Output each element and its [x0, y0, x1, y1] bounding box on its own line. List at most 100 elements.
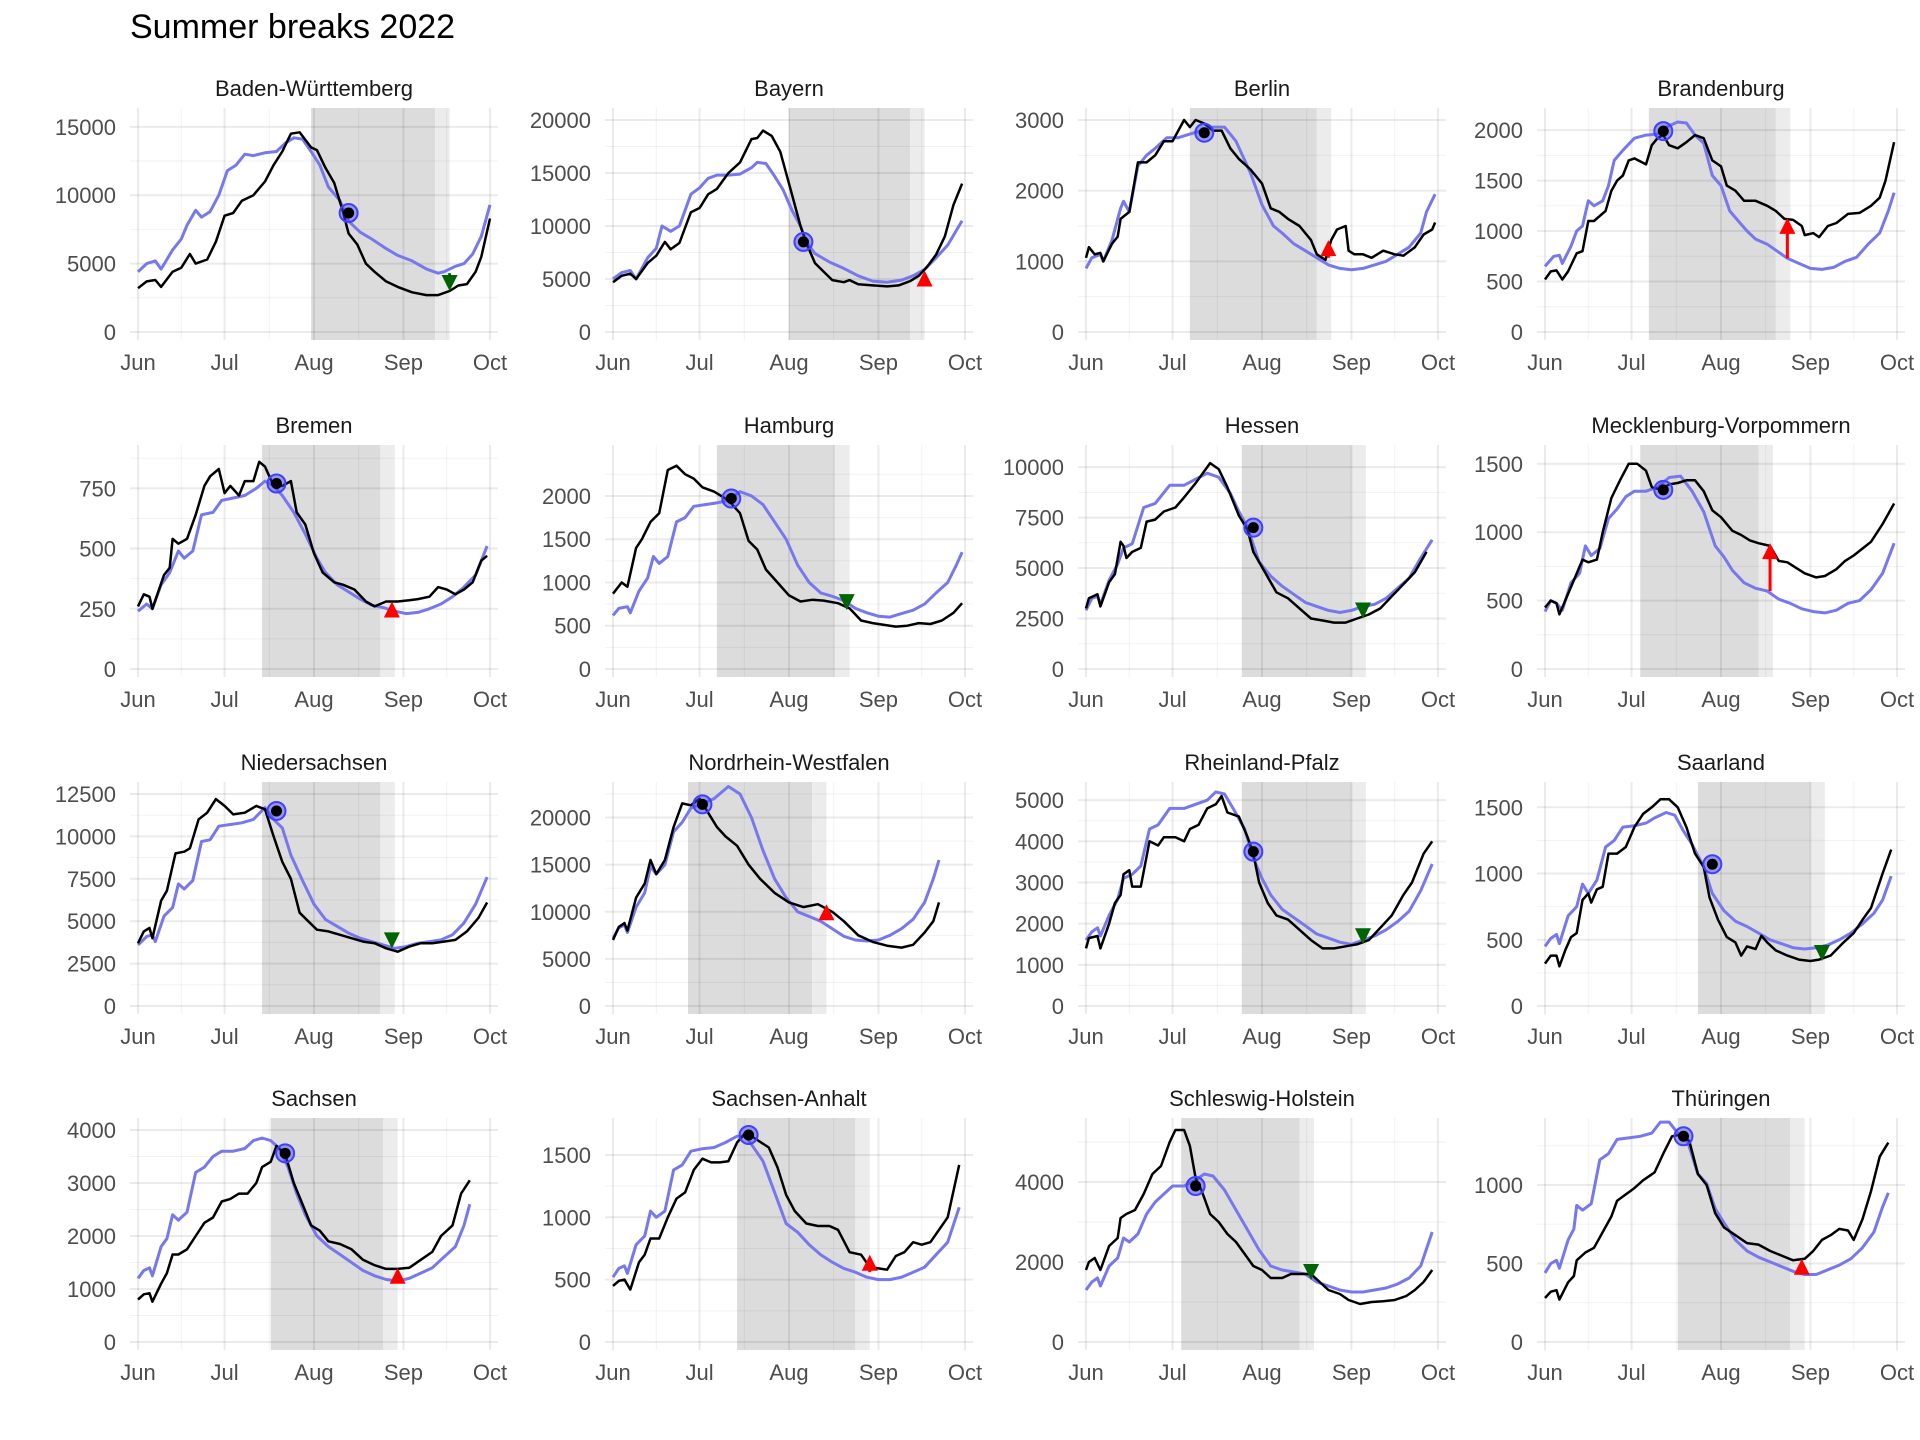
y-tick-label: 5000: [542, 947, 591, 972]
panel-title: Brandenburg: [1657, 76, 1784, 101]
panel-title: Saarland: [1677, 750, 1765, 775]
reference-line: [1084, 1172, 1434, 1294]
x-tick-label: Aug: [294, 350, 333, 375]
x-tick-label: Oct: [1880, 687, 1914, 712]
y-tick-label: 1500: [1474, 795, 1523, 820]
panel: Berlin Jun Jul Aug Sep Oct 0 1000 2000 3000: [1015, 76, 1455, 375]
x-tick-label: Oct: [473, 1360, 507, 1385]
y-tick-label: 0: [104, 994, 116, 1019]
panel-title: Bayern: [754, 76, 824, 101]
x-tick-label: Jun: [120, 1024, 155, 1049]
increase-marker: [1762, 543, 1779, 560]
y-tick-label: 1500: [542, 527, 591, 552]
x-tick-label: Jul: [1617, 687, 1645, 712]
y-tick-label: 10000: [55, 183, 116, 208]
x-tick-label: Oct: [1880, 1360, 1914, 1385]
observed-line: [612, 464, 964, 628]
y-tick-label: 2500: [67, 952, 116, 977]
x-tick-label: Oct: [1880, 350, 1914, 375]
x-tick-label: Jun: [595, 687, 630, 712]
y-tick-label: 0: [1511, 657, 1523, 682]
reference-line: [136, 136, 492, 275]
y-tick-label: 500: [554, 1268, 591, 1293]
panel-title: Mecklenburg-Vorpommern: [1591, 413, 1850, 438]
y-tick-label: 0: [1052, 320, 1064, 345]
panel: Brandenburg Jun Jul Aug Sep Oct 0 500 1000 1500 20…: [1474, 76, 1914, 375]
start-point: [797, 236, 809, 248]
decrease-marker: [1354, 602, 1371, 619]
extension-band: [1351, 445, 1366, 677]
x-tick-label: Oct: [1880, 1024, 1914, 1049]
reference-line: [1543, 120, 1896, 271]
x-tick-label: Oct: [1421, 350, 1455, 375]
observed-line: [1543, 133, 1896, 281]
y-tick-label: 5000: [67, 909, 116, 934]
y-tick-label: 0: [1511, 320, 1523, 345]
y-tick-label: 10000: [55, 824, 116, 849]
panel-title: Niedersachsen: [241, 750, 388, 775]
y-tick-label: 10000: [530, 214, 591, 239]
extension-band: [380, 782, 395, 1014]
start-point: [270, 805, 282, 817]
x-tick-label: Aug: [1701, 350, 1740, 375]
y-tick-label: 2000: [1015, 1250, 1064, 1275]
x-tick-label: Aug: [1701, 687, 1740, 712]
decrease-marker: [441, 274, 458, 291]
x-tick-label: Aug: [769, 1360, 808, 1385]
y-tick-label: 5000: [67, 252, 116, 277]
y-tick-label: 1000: [1474, 862, 1523, 887]
x-tick-label: Sep: [1791, 1360, 1830, 1385]
y-tick-label: 1000: [1474, 520, 1523, 545]
y-tick-label: 0: [579, 320, 591, 345]
x-tick-label: Jul: [1158, 350, 1186, 375]
panel-title: Hamburg: [744, 413, 834, 438]
start-point: [1190, 1180, 1202, 1192]
y-tick-label: 500: [554, 614, 591, 639]
x-tick-label: Aug: [769, 687, 808, 712]
panel-title: Hessen: [1225, 413, 1300, 438]
y-tick-label: 0: [104, 1330, 116, 1355]
panel: Bayern Jun Jul Aug Sep Oct 0 5000 10000 15000 2000…: [530, 76, 982, 375]
x-tick-label: Aug: [294, 1024, 333, 1049]
increase-marker: [1779, 217, 1796, 234]
x-tick-label: Aug: [769, 1024, 808, 1049]
extension-band: [1351, 782, 1366, 1014]
x-tick-label: Sep: [859, 1360, 898, 1385]
x-tick-label: Sep: [1791, 687, 1830, 712]
panel-title: Sachsen: [271, 1086, 357, 1111]
x-tick-label: Jul: [210, 687, 238, 712]
x-tick-label: Jun: [1527, 350, 1562, 375]
observed-line: [1084, 1128, 1434, 1306]
observed-line: [611, 797, 941, 949]
holiday-band: [688, 782, 813, 1014]
x-tick-label: Sep: [1791, 1024, 1830, 1049]
observed-line: [1544, 462, 1896, 616]
holiday-band: [1181, 1118, 1300, 1350]
x-tick-label: Jul: [1617, 1360, 1645, 1385]
y-tick-label: 250: [79, 597, 116, 622]
x-tick-label: Oct: [473, 350, 507, 375]
panel-title: Bremen: [275, 413, 352, 438]
y-tick-label: 1000: [1474, 1173, 1523, 1198]
y-tick-label: 2000: [542, 484, 591, 509]
x-tick-label: Oct: [948, 1360, 982, 1385]
y-tick-label: 2500: [1015, 607, 1064, 632]
x-tick-label: Oct: [473, 687, 507, 712]
extension-band: [435, 108, 450, 340]
x-tick-label: Jun: [120, 687, 155, 712]
x-tick-label: Sep: [384, 1024, 423, 1049]
x-tick-label: Sep: [1332, 1360, 1371, 1385]
increase-marker: [383, 601, 400, 618]
start-point: [279, 1147, 291, 1159]
y-tick-label: 3000: [1015, 108, 1064, 133]
y-tick-label: 5000: [1015, 788, 1064, 813]
observed-line: [137, 1144, 471, 1303]
x-tick-label: Aug: [1242, 687, 1281, 712]
x-tick-label: Oct: [948, 1024, 982, 1049]
reference-line: [611, 1134, 961, 1282]
y-tick-label: 0: [1052, 994, 1064, 1019]
y-tick-label: 1000: [1015, 953, 1064, 978]
x-tick-label: Oct: [473, 1024, 507, 1049]
observed-line: [137, 131, 492, 297]
x-tick-label: Jun: [120, 350, 155, 375]
